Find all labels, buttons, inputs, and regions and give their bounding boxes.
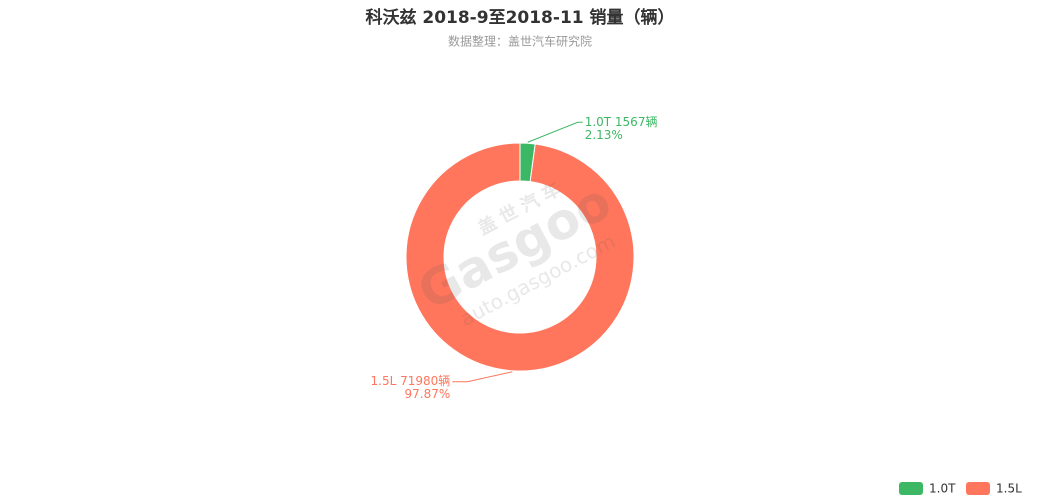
data-label: 1.5L 71980辆 [371, 374, 451, 388]
legend-label: 1.0T [929, 482, 956, 496]
legend-swatch [899, 482, 923, 495]
percent-label: 2.13% [585, 128, 623, 142]
label-line [452, 371, 513, 383]
chart-subtitle: 数据整理：盖世汽车研究院 [448, 34, 592, 49]
label-line [527, 121, 583, 143]
data-label: 1.0T 1567辆 [585, 115, 658, 129]
legend-label: 1.5L [996, 482, 1022, 496]
donut-slice [405, 142, 635, 372]
percent-label: 97.87% [405, 387, 451, 401]
chart-title: 科沃兹 2018-9至2018-11 销量（辆） [365, 7, 674, 28]
legend-swatch [966, 482, 990, 495]
